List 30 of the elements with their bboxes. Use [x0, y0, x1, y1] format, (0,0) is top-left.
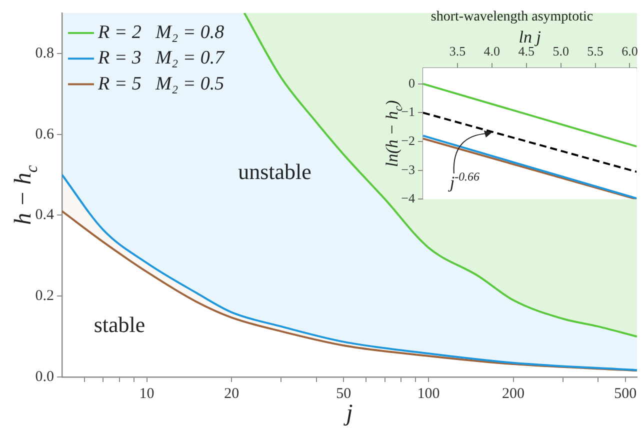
x-tick-label: 6.0 — [622, 44, 638, 59]
x-tick-label: 10 — [139, 386, 154, 402]
y-tick-label: 0 — [408, 75, 415, 90]
x-tick-label: 5.5 — [587, 44, 604, 59]
x-tick-label: 4.5 — [518, 44, 534, 59]
x-axis-title: ln j — [518, 27, 542, 46]
legend-label: R = 3 M₂ = 0.7 — [97, 48, 226, 69]
y-tick-label: −1 — [401, 104, 415, 120]
x-tick-label: 3.5 — [449, 44, 466, 59]
y-tick-label: −4 — [401, 190, 416, 206]
y-tick-label: 0.0 — [35, 368, 54, 385]
legend-label: R = 2 M₂ = 0.8 — [97, 22, 225, 43]
x-tick-label: 5.0 — [552, 44, 569, 59]
x-axis-title: j — [343, 400, 354, 426]
y-tick-label: −3 — [401, 162, 415, 177]
x-tick-label: 20 — [224, 386, 240, 402]
x-tick-label: 200 — [502, 386, 525, 402]
annotation: stable — [94, 312, 146, 337]
y-tick-label: 0.4 — [35, 207, 54, 224]
x-tick-label: 500 — [614, 386, 637, 402]
y-tick-label: −2 — [401, 132, 415, 148]
x-tick-label: 4.0 — [484, 44, 500, 59]
x-tick-label: 50 — [336, 386, 352, 402]
y-tick-label: 0.8 — [35, 45, 54, 62]
y-tick-label: 0.2 — [35, 288, 54, 304]
x-tick-label: 100 — [417, 386, 440, 402]
y-tick-label: 0.6 — [35, 126, 54, 142]
chart-title: short-wavelength asymptotic — [430, 10, 594, 25]
annotation: unstable — [238, 158, 312, 184]
legend-label: R = 5 M₂ = 0.5 — [97, 73, 224, 94]
